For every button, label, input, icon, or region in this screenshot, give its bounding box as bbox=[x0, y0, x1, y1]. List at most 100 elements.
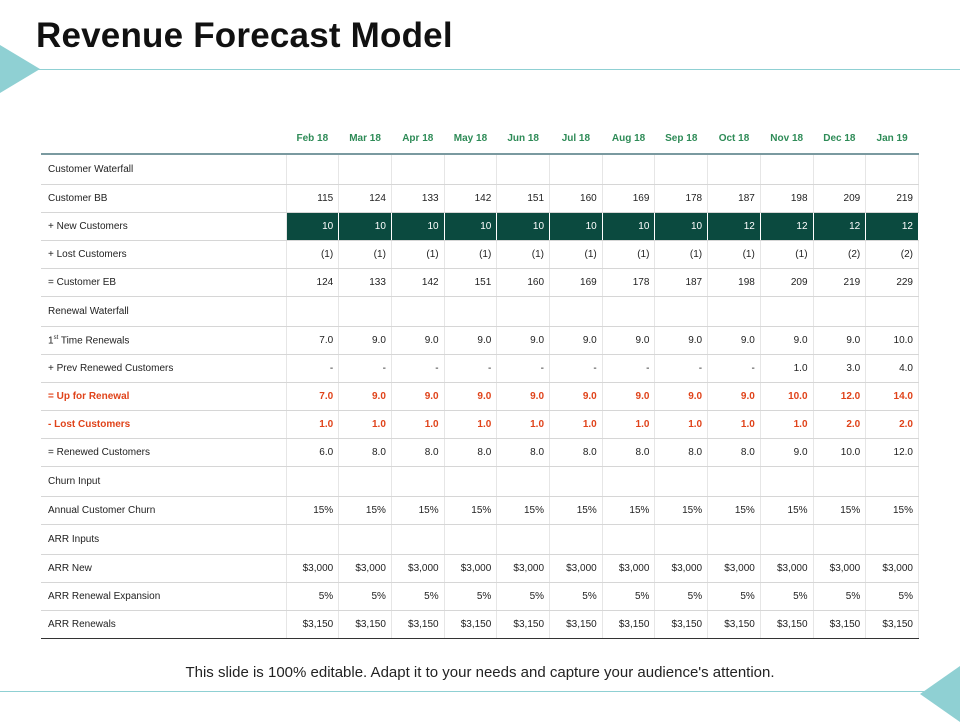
value-cell: $3,150 bbox=[813, 610, 867, 639]
value-cell: - bbox=[338, 354, 392, 383]
value-cell: 229 bbox=[865, 268, 919, 297]
table-row: 1st Time Renewals 7.0 9.0 9.0 9.0 9.0 9.0 9.0 9.… bbox=[41, 326, 919, 355]
value-cell: 5% bbox=[602, 582, 656, 611]
value-cell: $3,150 bbox=[391, 610, 445, 639]
value-cell bbox=[865, 154, 919, 185]
month-header: Aug 18 bbox=[602, 123, 655, 155]
value-cell: 9.0 bbox=[707, 326, 761, 355]
value-cell: 10.0 bbox=[865, 326, 919, 355]
value-cell: 10 bbox=[654, 212, 709, 241]
header-row: Feb 18 Mar 18 Apr 18 May 18 Jun 18 Jul 18 Aug … bbox=[41, 123, 919, 155]
value-cell: 15% bbox=[444, 496, 498, 525]
value-cell: $3,150 bbox=[760, 610, 814, 639]
value-cell: 9.0 bbox=[707, 382, 761, 411]
value-cell bbox=[286, 466, 340, 497]
value-cell: 5% bbox=[391, 582, 445, 611]
value-cell: 15% bbox=[549, 496, 603, 525]
table-row: + New Customers 10 10 10 10 10 10 10 10 12 12 12 12 bbox=[41, 212, 919, 241]
value-cell bbox=[338, 524, 392, 555]
value-cell bbox=[496, 466, 551, 497]
value-cell: 9.0 bbox=[602, 326, 656, 355]
value-cell: 178 bbox=[602, 268, 656, 297]
value-cell: 1.0 bbox=[549, 410, 603, 439]
value-cell: 15% bbox=[760, 496, 814, 525]
table-row: + Prev Renewed Customers - - - - - - - - -1.0 3.0 4… bbox=[41, 354, 919, 383]
value-cell: 15% bbox=[865, 496, 919, 525]
value-cell: $3,150 bbox=[654, 610, 709, 639]
value-cell: 5% bbox=[496, 582, 551, 611]
value-cell bbox=[760, 524, 814, 555]
value-cell: 2.0 bbox=[865, 410, 919, 439]
value-cell: 9.0 bbox=[391, 326, 445, 355]
row-label: + New Customers bbox=[41, 212, 287, 241]
value-cell: 1.0 bbox=[496, 410, 551, 439]
value-cell bbox=[865, 466, 919, 497]
month-header: May 18 bbox=[444, 123, 497, 155]
value-cell: 10 bbox=[391, 212, 445, 241]
value-cell bbox=[707, 296, 761, 327]
value-cell: 115 bbox=[286, 184, 340, 213]
value-cell: 9.0 bbox=[549, 382, 603, 411]
value-cell bbox=[549, 154, 603, 185]
value-cell: $3,150 bbox=[286, 610, 340, 639]
value-cell bbox=[391, 524, 445, 555]
value-cell bbox=[654, 154, 709, 185]
value-cell: 219 bbox=[813, 268, 867, 297]
value-cell: $3,000 bbox=[286, 554, 340, 583]
value-cell: $3,000 bbox=[444, 554, 498, 583]
value-cell: - bbox=[444, 354, 498, 383]
value-cell bbox=[865, 524, 919, 555]
row-label-main: 1 bbox=[48, 335, 54, 347]
value-cell: 5% bbox=[813, 582, 867, 611]
value-cell: $3,150 bbox=[549, 610, 603, 639]
value-cell: - bbox=[707, 354, 761, 383]
value-cell: 198 bbox=[760, 184, 814, 213]
page-title: Revenue Forecast Model bbox=[36, 16, 453, 55]
value-cell bbox=[813, 296, 867, 327]
value-cell: 9.0 bbox=[760, 438, 814, 467]
value-cell: 8.0 bbox=[707, 438, 761, 467]
value-cell: 15% bbox=[602, 496, 656, 525]
value-cell bbox=[444, 466, 498, 497]
value-cell bbox=[549, 524, 603, 555]
value-cell: (2) bbox=[865, 240, 919, 269]
value-cell bbox=[813, 524, 867, 555]
value-cell: (1) bbox=[654, 240, 709, 269]
forecast-table: Feb 18 Mar 18 Apr 18 May 18 Jun 18 Jul 18 Aug … bbox=[41, 123, 919, 639]
row-label: + Prev Renewed Customers bbox=[41, 354, 287, 383]
value-cell bbox=[286, 154, 340, 185]
value-cell bbox=[549, 296, 603, 327]
row-label: + Lost Customers bbox=[41, 240, 287, 269]
value-cell: 124 bbox=[338, 184, 392, 213]
value-cell: 10 bbox=[338, 212, 392, 241]
value-cell: 160 bbox=[496, 268, 551, 297]
value-cell bbox=[444, 524, 498, 555]
value-cell: $3,000 bbox=[760, 554, 814, 583]
value-cell: $3,150 bbox=[707, 610, 761, 639]
value-cell: 198 bbox=[707, 268, 761, 297]
value-cell: 1.0 bbox=[654, 410, 709, 439]
value-cell: $3,000 bbox=[707, 554, 761, 583]
value-cell: 10 bbox=[496, 212, 551, 241]
value-cell: 9.0 bbox=[654, 326, 709, 355]
value-cell: 151 bbox=[496, 184, 551, 213]
value-cell: 12 bbox=[760, 212, 814, 241]
value-cell: - bbox=[549, 354, 603, 383]
row-label-superscript: st bbox=[53, 334, 59, 341]
row-label: Customer Waterfall bbox=[41, 154, 287, 185]
value-cell: 15% bbox=[391, 496, 445, 525]
value-cell: $3,150 bbox=[444, 610, 498, 639]
value-cell: - bbox=[286, 354, 340, 383]
value-cell: 124 bbox=[286, 268, 340, 297]
value-cell: 219 bbox=[865, 184, 919, 213]
value-cell: 15% bbox=[813, 496, 867, 525]
value-cell: 5% bbox=[760, 582, 814, 611]
table-row: + Lost Customers (1) (1) (1) (1) (1) (1) (1) (1)… bbox=[41, 240, 919, 269]
value-cell: 9.0 bbox=[549, 326, 603, 355]
value-cell: 15% bbox=[654, 496, 709, 525]
value-cell: 12 bbox=[865, 212, 919, 241]
value-cell: 1.0 bbox=[707, 410, 761, 439]
value-cell: 9.0 bbox=[444, 326, 498, 355]
value-cell: - bbox=[602, 354, 656, 383]
value-cell: (1) bbox=[602, 240, 656, 269]
